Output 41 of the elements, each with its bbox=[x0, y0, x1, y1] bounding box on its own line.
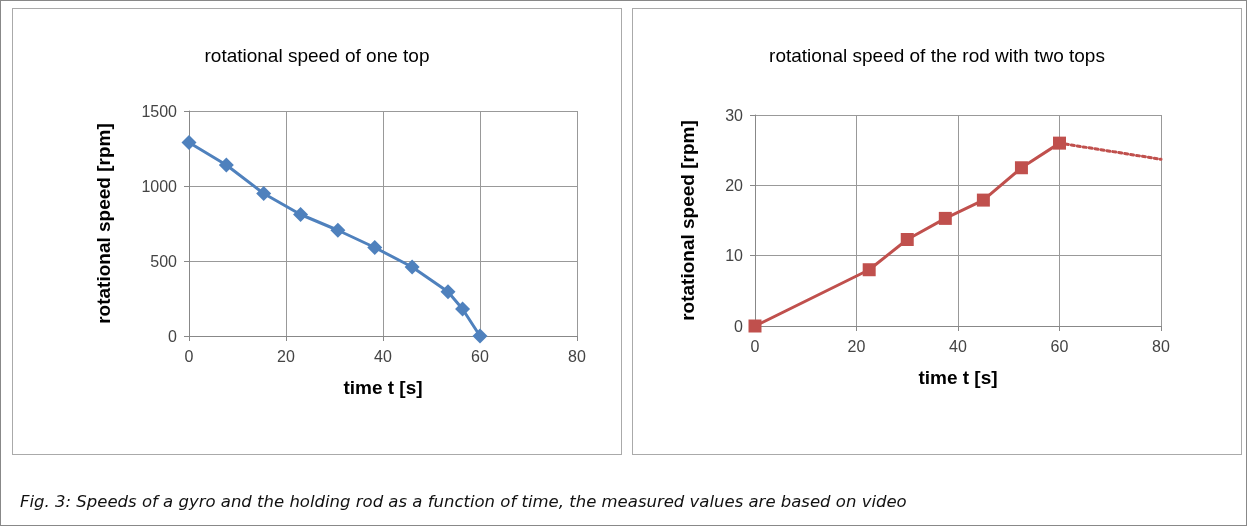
point bbox=[181, 135, 197, 150]
y-axis-title: rotational speed [rpm] bbox=[677, 120, 698, 321]
y-tick-label: 10 bbox=[725, 247, 744, 265]
y-tick-label: 30 bbox=[725, 106, 744, 124]
point bbox=[404, 259, 420, 275]
point bbox=[1014, 161, 1028, 175]
point bbox=[440, 284, 456, 300]
point bbox=[455, 301, 471, 317]
x-tick-label: 40 bbox=[949, 337, 967, 355]
point bbox=[862, 263, 876, 277]
point bbox=[256, 186, 272, 201]
point bbox=[976, 193, 990, 207]
x-tick-label: 80 bbox=[1152, 337, 1170, 355]
y-tick-label: 1500 bbox=[141, 102, 178, 120]
x-axis-title: time t [s] bbox=[343, 377, 423, 398]
x-tick-label: 20 bbox=[847, 337, 866, 355]
x-tick-label: 20 bbox=[277, 347, 295, 365]
x-axis-title: time t [s] bbox=[918, 367, 998, 388]
x-tick-label: 40 bbox=[374, 347, 392, 365]
point bbox=[1053, 136, 1066, 150]
caption: Fig. 3: Speeds of a gyro and the holding rod as a function of time, the measured values are based on video bbox=[20, 492, 907, 511]
y-tick-label: 20 bbox=[725, 176, 744, 194]
chart-title: rotational speed of the rod with two tops bbox=[769, 45, 1105, 66]
point bbox=[367, 240, 383, 255]
x-tick-label: 0 bbox=[184, 347, 194, 365]
x-tick-label: 60 bbox=[1050, 337, 1069, 355]
point bbox=[330, 222, 346, 238]
y-tick-label: 500 bbox=[150, 252, 178, 270]
x-tick-label: 0 bbox=[750, 337, 760, 355]
point bbox=[938, 211, 952, 225]
point bbox=[218, 157, 234, 173]
point bbox=[748, 319, 762, 333]
x-tick-label: 60 bbox=[471, 347, 489, 365]
chart-title: rotational speed of one top bbox=[204, 45, 430, 66]
y-tick-label: 1000 bbox=[141, 177, 178, 195]
x-tick-label: 80 bbox=[568, 347, 586, 365]
y-tick-label: 0 bbox=[734, 317, 744, 335]
point bbox=[900, 232, 914, 246]
point bbox=[472, 328, 488, 344]
y-axis-title: rotational speed [rpm] bbox=[93, 123, 114, 324]
point bbox=[293, 207, 309, 222]
